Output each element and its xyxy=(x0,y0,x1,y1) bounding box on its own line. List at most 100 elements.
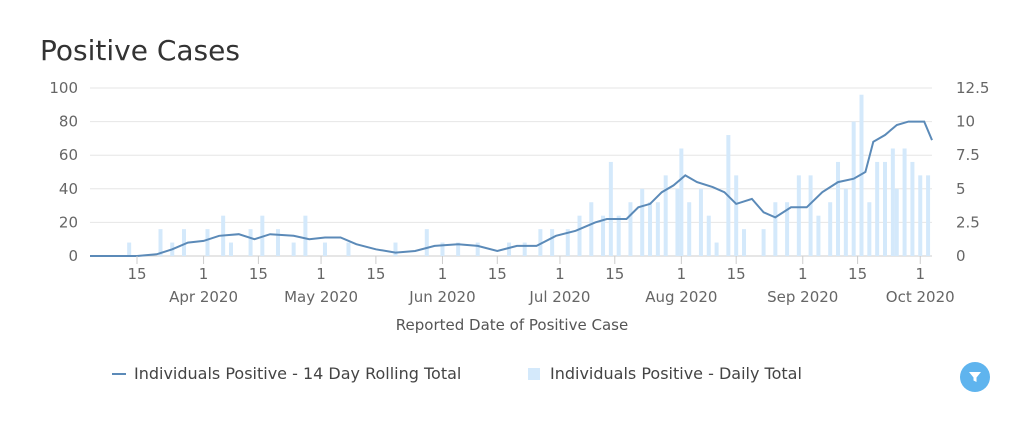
x-month-label: Apr 2020 xyxy=(169,288,238,306)
x-month-label: Aug 2020 xyxy=(645,288,717,306)
daily-bar xyxy=(773,202,778,256)
daily-bar xyxy=(589,202,594,256)
x-tick-label: 15 xyxy=(366,265,385,283)
x-axis: 15 1 Apr 2020 15 1 May 2020 15 1 Jun 2020 15 1 Jul … xyxy=(127,256,955,306)
daily-bar xyxy=(742,229,747,256)
daily-bar xyxy=(291,242,296,256)
daily-bar xyxy=(836,161,841,256)
x-month-label: Jun 2020 xyxy=(408,288,475,306)
legend-line-swatch xyxy=(112,372,126,375)
daily-bar xyxy=(181,229,186,256)
daily-bar xyxy=(248,229,253,256)
y-axis-right: 0 2.5 5 7.5 10 12.5 xyxy=(956,79,989,265)
x-month-label: Jul 2020 xyxy=(528,288,590,306)
x-tick-label: 15 xyxy=(488,265,507,283)
daily-bar xyxy=(875,161,880,256)
daily-bar xyxy=(883,161,888,256)
daily-bar xyxy=(640,188,645,256)
x-tick-label: 15 xyxy=(127,265,146,283)
daily-bar xyxy=(424,229,429,256)
legend-bar-label: Individuals Positive - Daily Total xyxy=(550,364,802,383)
daily-bar xyxy=(663,175,668,256)
daily-total-bars xyxy=(127,94,931,256)
x-month-label: May 2020 xyxy=(284,288,358,306)
y-left-tick-label: 100 xyxy=(49,79,78,97)
daily-bar xyxy=(785,202,790,256)
daily-bar xyxy=(843,188,848,256)
daily-bar xyxy=(867,202,872,256)
daily-bar xyxy=(616,215,621,256)
daily-bar xyxy=(507,242,512,256)
daily-bar xyxy=(440,242,445,256)
gridlines xyxy=(90,87,932,257)
daily-bar xyxy=(456,242,461,256)
y-left-tick-label: 0 xyxy=(68,247,78,265)
daily-bar xyxy=(303,215,308,256)
x-tick-label: 15 xyxy=(727,265,746,283)
daily-bar xyxy=(910,161,915,256)
x-tick-label: 15 xyxy=(848,265,867,283)
daily-bar xyxy=(205,229,210,256)
daily-bar xyxy=(926,175,931,256)
daily-bar xyxy=(550,229,555,256)
daily-bar xyxy=(275,229,280,256)
daily-bar xyxy=(902,148,907,256)
y-right-tick-label: 12.5 xyxy=(956,79,989,97)
y-right-tick-label: 2.5 xyxy=(956,213,980,231)
daily-bar xyxy=(679,148,684,256)
daily-bar xyxy=(675,188,680,256)
x-tick-label: 1 xyxy=(677,265,687,283)
daily-bar xyxy=(346,242,351,256)
daily-bar xyxy=(608,161,613,256)
daily-bar xyxy=(393,242,398,256)
daily-bar xyxy=(158,229,163,256)
x-tick-label: 1 xyxy=(798,265,808,283)
daily-bar xyxy=(894,188,899,256)
legend-item-bars[interactable]: Individuals Positive - Daily Total xyxy=(528,364,802,383)
daily-bar xyxy=(796,175,801,256)
daily-bar xyxy=(565,229,570,256)
daily-bar xyxy=(890,148,895,256)
daily-bar xyxy=(816,215,821,256)
chart-title: Positive Cases xyxy=(40,34,240,67)
legend-line-label: Individuals Positive - 14 Day Rolling To… xyxy=(134,364,462,383)
daily-bar xyxy=(698,188,703,256)
y-left-tick-label: 20 xyxy=(59,213,78,231)
daily-bar xyxy=(538,229,543,256)
y-right-tick-label: 10 xyxy=(956,113,975,131)
x-tick-label: 1 xyxy=(316,265,326,283)
daily-bar xyxy=(322,242,327,256)
daily-bar xyxy=(648,202,653,256)
daily-bar xyxy=(475,242,480,256)
x-tick-label: 1 xyxy=(199,265,209,283)
x-month-label: Oct 2020 xyxy=(886,288,955,306)
daily-bar xyxy=(522,242,527,256)
y-right-tick-label: 5 xyxy=(956,180,966,198)
filter-button[interactable] xyxy=(960,362,990,392)
x-tick-label: 1 xyxy=(438,265,448,283)
legend-item-line[interactable]: Individuals Positive - 14 Day Rolling To… xyxy=(112,364,461,383)
x-tick-label: 1 xyxy=(555,265,565,283)
daily-bar xyxy=(734,175,739,256)
daily-bar xyxy=(828,202,833,256)
daily-bar xyxy=(628,202,633,256)
daily-bar xyxy=(714,242,719,256)
y-left-tick-label: 40 xyxy=(59,180,78,198)
legend-bar-swatch xyxy=(528,367,540,380)
y-left-tick-label: 80 xyxy=(59,113,78,131)
daily-bar xyxy=(601,215,606,256)
daily-bar xyxy=(127,242,132,256)
x-tick-label: 1 xyxy=(915,265,925,283)
daily-bar xyxy=(851,121,856,256)
y-axis-left: 0 20 40 60 80 100 xyxy=(49,79,78,265)
daily-bar xyxy=(761,229,766,256)
x-axis-label: Reported Date of Positive Case xyxy=(396,316,628,334)
x-month-label: Sep 2020 xyxy=(767,288,838,306)
daily-bar xyxy=(655,202,660,256)
daily-bar xyxy=(228,242,233,256)
y-left-tick-label: 60 xyxy=(59,146,78,164)
daily-bar xyxy=(577,215,582,256)
daily-bar xyxy=(808,175,813,256)
daily-bar xyxy=(706,215,711,256)
